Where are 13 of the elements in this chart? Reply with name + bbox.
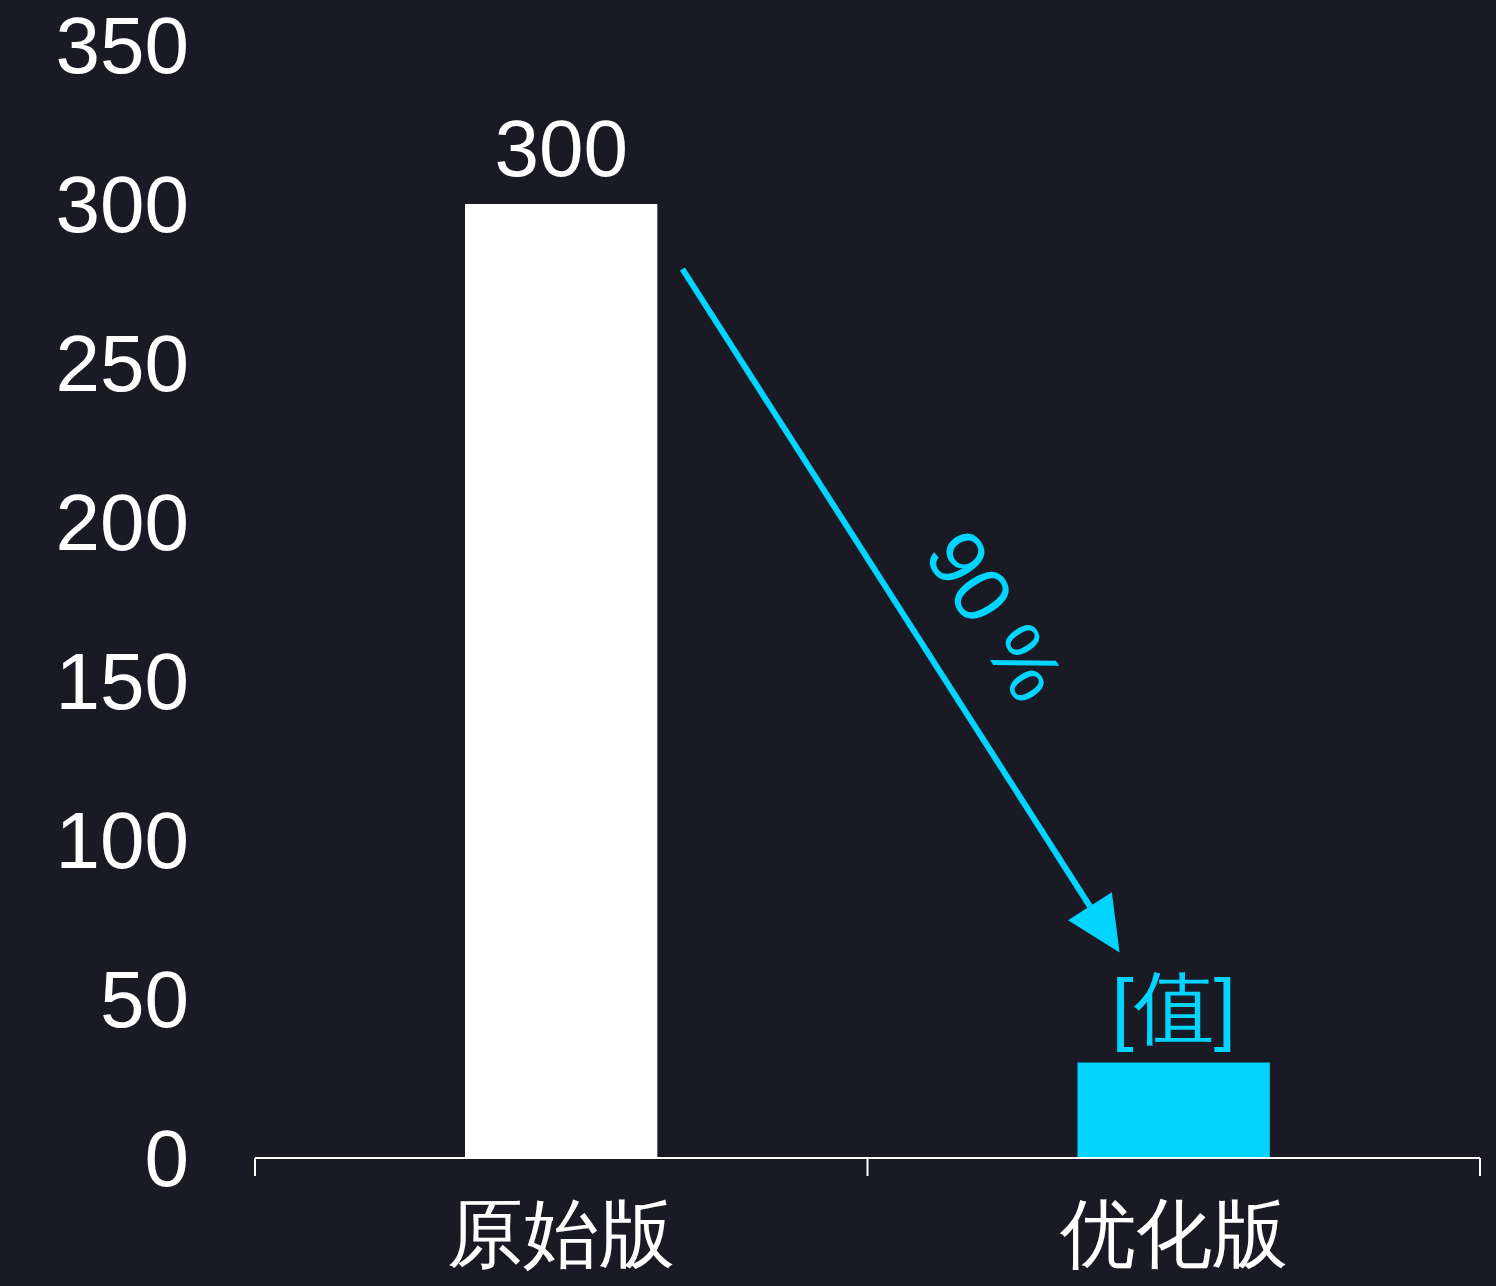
x-tick-label: 原始版 [447,1190,676,1276]
y-tick-label: 300 [55,160,189,250]
y-tick-label: 350 [55,1,189,91]
annotation: 90 % [908,515,1082,717]
y-tick-label: 200 [55,478,189,568]
y-tick-label: 50 [100,955,189,1045]
y-tick-label: 150 [55,637,189,727]
y-tick-label: 100 [55,796,189,886]
data-label: [值] [1111,962,1236,1052]
x-tick-label: 优化版 [1059,1190,1288,1276]
data-label: 300 [494,104,628,193]
y-tick-label: 0 [144,1114,189,1204]
y-tick-label: 250 [55,319,189,409]
